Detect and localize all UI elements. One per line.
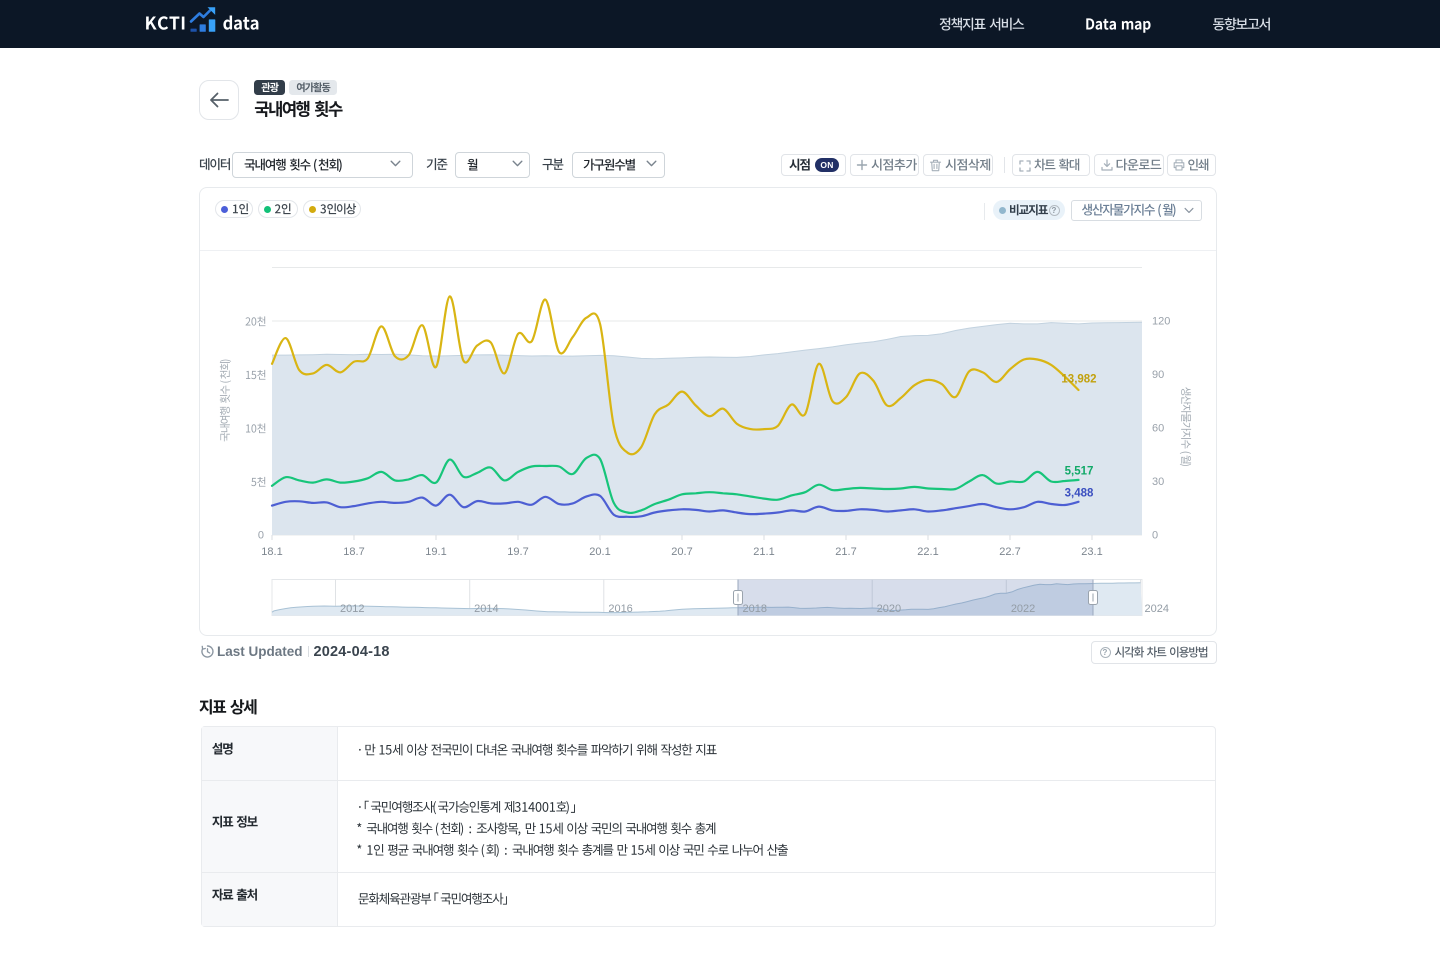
svg-text:2018: 2018 — [743, 603, 767, 615]
svg-text:60: 60 — [1152, 423, 1164, 435]
svg-text:2020: 2020 — [877, 603, 901, 615]
svg-text:22.7: 22.7 — [999, 546, 1020, 558]
svg-text:2016: 2016 — [608, 603, 632, 615]
svg-text:18.7: 18.7 — [343, 546, 364, 558]
svg-text:2014: 2014 — [474, 603, 498, 615]
svg-text:23.1: 23.1 — [1081, 546, 1102, 558]
svg-text:20.1: 20.1 — [589, 546, 610, 558]
svg-text:2012: 2012 — [340, 603, 364, 615]
svg-text:5,517: 5,517 — [1065, 466, 1094, 478]
svg-text:22.1: 22.1 — [917, 546, 938, 558]
svg-text:90: 90 — [1152, 369, 1164, 381]
svg-text:30: 30 — [1152, 476, 1164, 488]
svg-text:0: 0 — [1152, 530, 1158, 542]
svg-text:21.7: 21.7 — [835, 546, 856, 558]
svg-text:19.1: 19.1 — [425, 546, 446, 558]
svg-text:19.7: 19.7 — [507, 546, 528, 558]
svg-text:13,982: 13,982 — [1061, 374, 1096, 386]
svg-text:0: 0 — [258, 530, 264, 542]
svg-text:20.7: 20.7 — [671, 546, 692, 558]
svg-text:120: 120 — [1152, 316, 1170, 328]
svg-text:18.1: 18.1 — [261, 546, 282, 558]
svg-text:21.1: 21.1 — [753, 546, 774, 558]
svg-text:2022: 2022 — [1011, 603, 1035, 615]
svg-text:3,488: 3,488 — [1065, 488, 1094, 500]
svg-text:2024: 2024 — [1145, 603, 1169, 615]
